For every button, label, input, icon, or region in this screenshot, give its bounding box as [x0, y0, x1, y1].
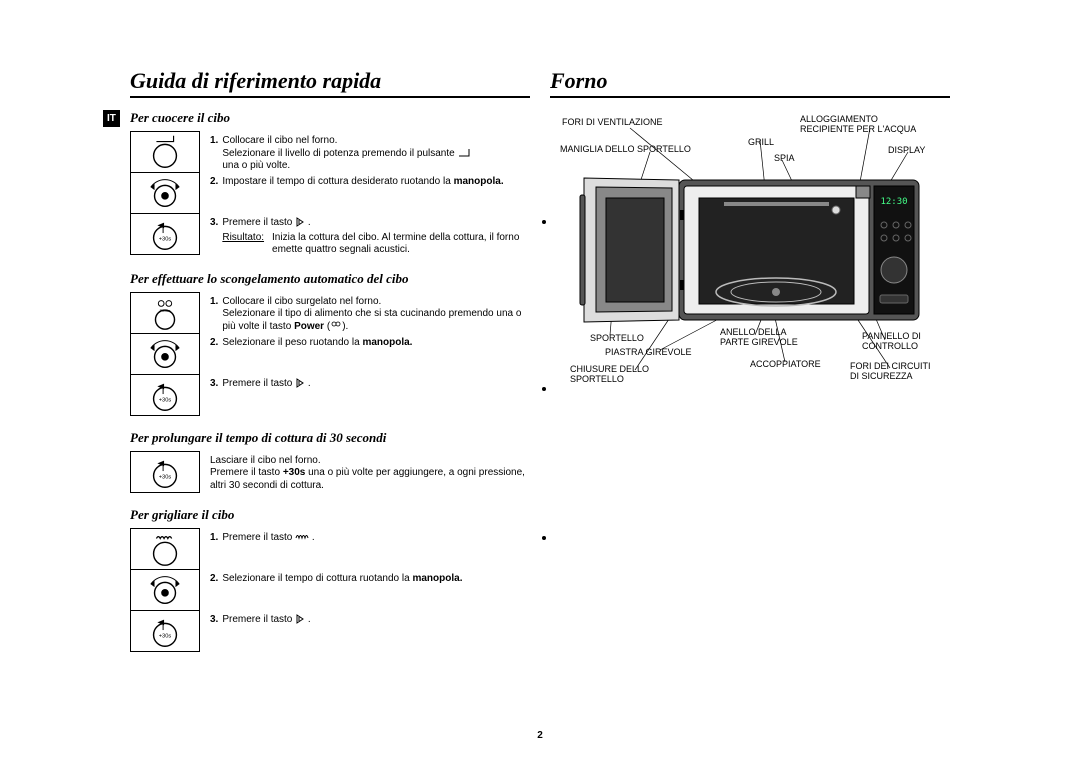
step-row: +30s 3. Premere il tasto . [130, 611, 530, 652]
margin-dot-icon [542, 536, 546, 540]
diagram-label-handle: MANIGLIA DELLO SPORTELLO [560, 145, 691, 155]
step-row: 1. Premere il tasto . [130, 529, 530, 570]
step-body: Premere il tasto .Risultato:Inizia la co… [222, 217, 530, 257]
section: Per grigliare il cibo 1. Premere il tasto … [130, 507, 530, 652]
diagram-label-water: ALLOGGIAMENTORECIPIENTE PER L'ACQUA [800, 115, 916, 135]
dial-icon [130, 172, 200, 214]
diagram-label-plate: PIASTRA GIREVOLE [605, 348, 692, 358]
oven-diagram: 12:30 [550, 110, 950, 400]
diagram-label-coupler: ACCOPPIATORE [750, 360, 821, 370]
step-body: Selezionare il peso ruotando la manopola… [222, 337, 530, 350]
section: ITPer cuocere il cibo1.Collocare il cibo… [130, 110, 530, 257]
section-heading: Per grigliare il cibo [130, 507, 530, 523]
step-number: 2. [210, 176, 218, 189]
section-heading: Per effettuare lo scongelamento automati… [130, 271, 530, 287]
step-row: 1.Collocare il cibo nel forno.Selezionar… [130, 132, 530, 173]
step-body: Impostare il tempo di cottura desiderato… [222, 176, 530, 189]
language-tag: IT [103, 110, 120, 127]
dial-icon [130, 333, 200, 375]
step-row: 2. Selezionare il tempo di cottura ruotan… [130, 570, 530, 611]
defrost-icon: Power [130, 292, 200, 334]
diagram-label-display: DISPLAY [888, 146, 925, 156]
left-column: Guida di riferimento rapida ITPer cuocer… [130, 68, 530, 666]
step-body: Collocare il cibo surgelato nel forno.Se… [222, 296, 530, 334]
svg-text:+30s: +30s [159, 633, 172, 639]
step-number: 3. [210, 614, 218, 627]
step-text: 1. Premere il tasto . [210, 529, 530, 545]
step-row: +30s Lasciare il cibo nel forno.Premere i… [130, 452, 530, 493]
result-line: Risultato:Inizia la cottura del cibo. Al… [222, 232, 530, 257]
step-number: 1. [210, 532, 218, 545]
diagram-label-panel: PANNELLO DICONTROLLO [862, 332, 921, 352]
step-row: +30s 3. Premere il tasto . [130, 375, 530, 416]
diagram-label-vent: FORI DI VENTILAZIONE [562, 118, 663, 128]
step-row: 2. Impostare il tempo di cottura desidera… [130, 173, 530, 214]
step-text: 1.Collocare il cibo surgelato nel forno.… [210, 293, 530, 334]
margin-dot-icon [542, 220, 546, 224]
step-text: 3.Premere il tasto .Risultato:Inizia la … [210, 214, 530, 257]
step-body: Collocare il cibo nel forno.Selezionare … [222, 135, 530, 173]
step-row: Power 1.Collocare il cibo surgelato nel f… [130, 293, 530, 334]
svg-text:+30s: +30s [159, 474, 172, 480]
step-number: 1. [210, 296, 218, 334]
diagram-label-latch: CHIUSURE DELLOSPORTELLO [570, 365, 649, 385]
step-number: 2. [210, 337, 218, 350]
section-heading: Per cuocere il cibo [130, 110, 530, 126]
step-body: Premere il tasto . [222, 614, 530, 627]
start30-icon: +30s [130, 610, 200, 652]
svg-text:+30s: +30s [159, 397, 172, 403]
grill-icon [130, 528, 200, 570]
step-text: Lasciare il cibo nel forno.Premere il ta… [210, 452, 530, 493]
svg-text:+30s: +30s [159, 237, 172, 243]
step-number: 3. [210, 378, 218, 391]
page-number: 2 [537, 730, 543, 741]
step-number: 2. [210, 573, 218, 586]
diagram-label-door: SPORTELLO [590, 334, 644, 344]
dial-icon [130, 569, 200, 611]
step-text: 3. Premere il tasto . [210, 611, 530, 627]
step-row: 2. Selezionare il peso ruotando la manopo… [130, 334, 530, 375]
diagram-label-safety: FORI DEI CIRCUITIDI SICUREZZA [850, 362, 931, 382]
step-text: 2. Selezionare il tempo di cottura ruotan… [210, 570, 530, 586]
step-text: 2. Selezionare il peso ruotando la manopo… [210, 334, 530, 350]
right-page-title: Forno [550, 68, 950, 98]
svg-text:Power: Power [160, 309, 171, 313]
start30-icon: +30s [130, 213, 200, 255]
section-heading: Per prolungare il tempo di cottura di 30… [130, 430, 530, 446]
margin-dot-icon [542, 387, 546, 391]
step-body: Selezionare il tempo di cottura ruotando… [222, 573, 530, 586]
step-body: Lasciare il cibo nel forno.Premere il ta… [210, 455, 530, 493]
diagram-label-grill: GRILL [748, 138, 774, 148]
start30-icon: +30s [130, 374, 200, 416]
power_angle-icon [130, 131, 200, 173]
section: Per effettuare lo scongelamento automati… [130, 271, 530, 416]
step-text: 3. Premere il tasto . [210, 375, 530, 391]
page: Guida di riferimento rapida ITPer cuocer… [130, 68, 950, 666]
step-body: Premere il tasto . [222, 378, 530, 391]
diagram-label-lamp: SPIA [774, 154, 795, 164]
right-column: Forno [550, 68, 950, 666]
left-page-title: Guida di riferimento rapida [130, 68, 530, 98]
svg-text:12:30: 12:30 [880, 197, 907, 207]
step-text: 2. Impostare il tempo di cottura desidera… [210, 173, 530, 189]
step-row: +30s 3.Premere il tasto .Risultato:Inizia… [130, 214, 530, 257]
step-number: 1. [210, 135, 218, 173]
section: Per prolungare il tempo di cottura di 30… [130, 430, 530, 493]
step-text: 1.Collocare il cibo nel forno.Selezionar… [210, 132, 530, 173]
step-body: Premere il tasto . [222, 532, 530, 545]
start30-icon: +30s [130, 451, 200, 493]
diagram-label-ring: ANELLO DELLAPARTE GIREVOLE [720, 328, 798, 348]
step-number: 3. [210, 217, 218, 257]
